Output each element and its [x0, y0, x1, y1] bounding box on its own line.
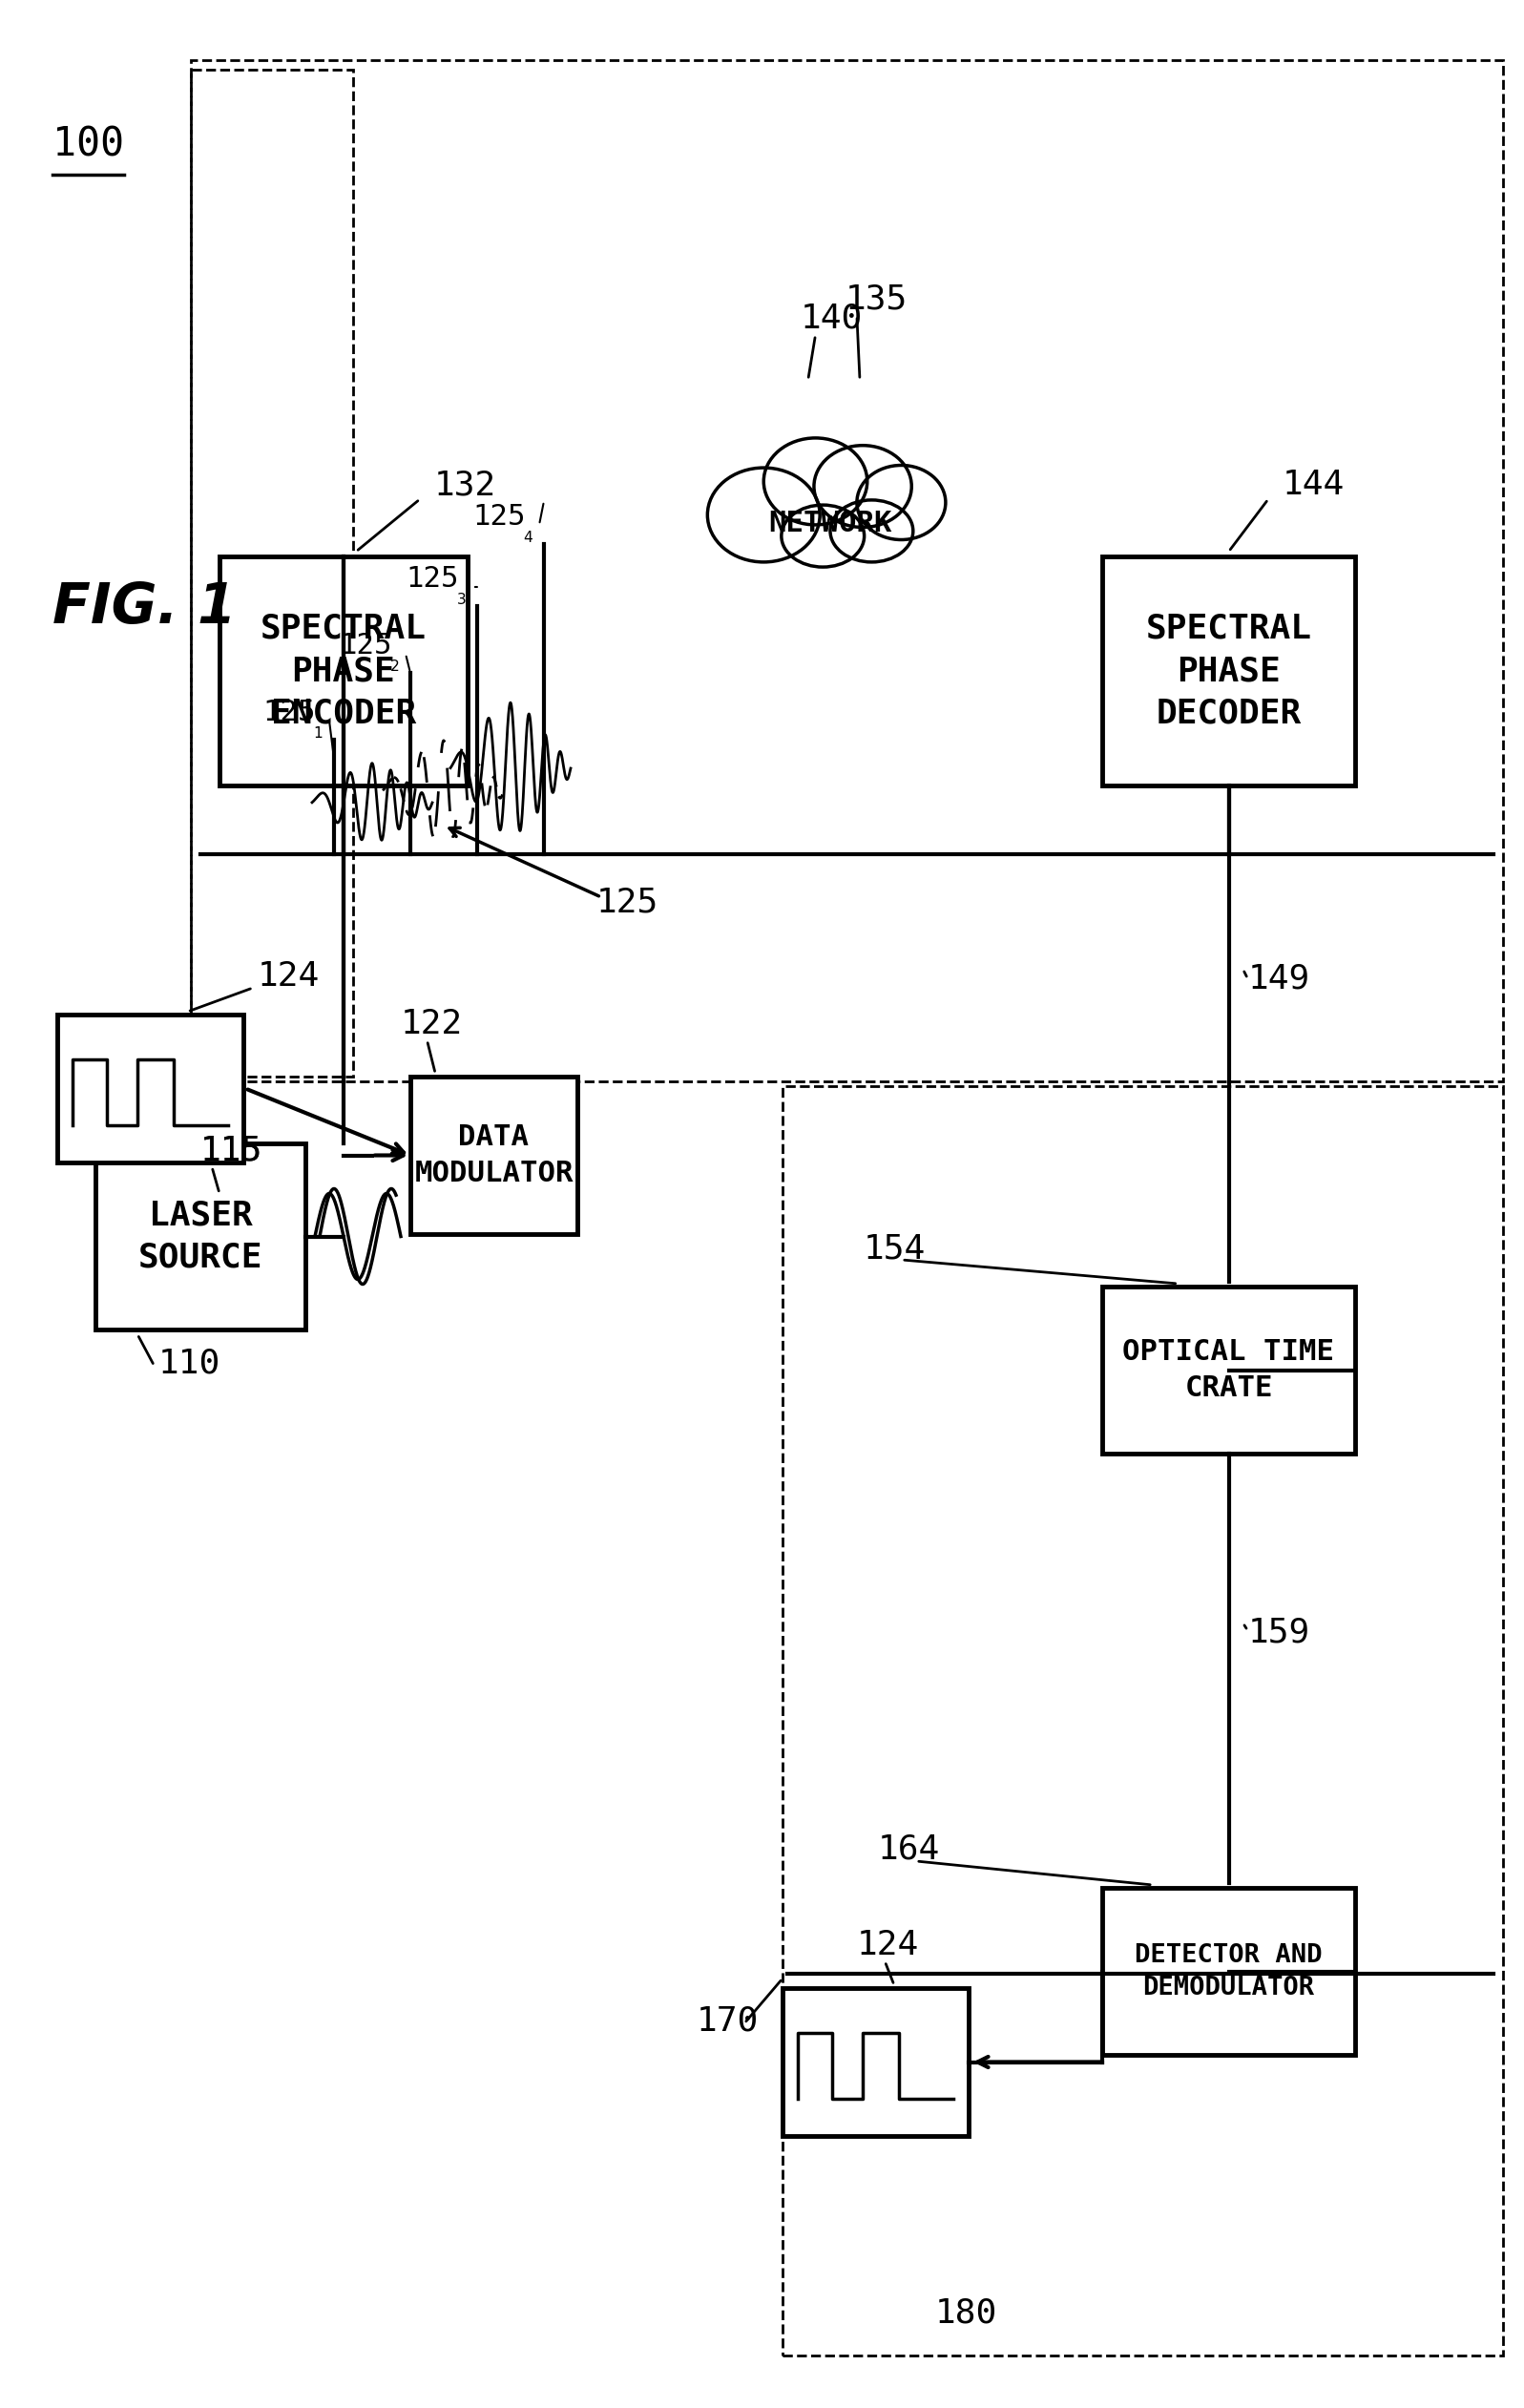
Ellipse shape [831, 501, 913, 561]
Text: $_3$: $_3$ [456, 588, 466, 607]
Text: LASER
SOURCE: LASER SOURCE [139, 1199, 262, 1274]
Text: FIG. 1: FIG. 1 [52, 580, 236, 636]
Text: SPECTRAL
PHASE
ENCODER: SPECTRAL PHASE ENCODER [261, 612, 427, 730]
Text: 170: 170 [696, 2006, 759, 2037]
Text: 100: 100 [52, 125, 123, 164]
Bar [190, 60, 1503, 1081]
Ellipse shape [764, 438, 867, 525]
Text: 144: 144 [1283, 470, 1344, 501]
Bar [1102, 556, 1355, 785]
Bar [410, 1076, 578, 1233]
Ellipse shape [814, 445, 911, 527]
Text: $_2$: $_2$ [389, 655, 399, 674]
Text: 125: 125 [405, 566, 459, 592]
Text: 125: 125 [262, 698, 315, 727]
Bar [1102, 1888, 1355, 2054]
Bar [58, 1014, 244, 1163]
Text: OPTICAL TIME
CRATE: OPTICAL TIME CRATE [1123, 1339, 1335, 1401]
Text: 159: 159 [1248, 1616, 1311, 1649]
Text: 124: 124 [258, 961, 320, 992]
Text: 110: 110 [158, 1346, 221, 1380]
Text: 140: 140 [800, 301, 863, 335]
Bar [96, 1144, 305, 1329]
Bar [782, 1086, 1503, 2355]
Text: 135: 135 [844, 282, 907, 315]
Bar [1102, 1286, 1355, 1454]
Ellipse shape [856, 465, 945, 539]
Text: 125: 125 [596, 886, 658, 917]
Text: 149: 149 [1248, 963, 1311, 995]
Text: DATA
MODULATOR: DATA MODULATOR [415, 1122, 573, 1187]
Ellipse shape [707, 467, 820, 561]
Ellipse shape [782, 506, 864, 566]
Text: $_4$: $_4$ [523, 527, 533, 544]
Bar [190, 70, 354, 1076]
Bar [782, 1989, 969, 2136]
Text: 180: 180 [936, 2297, 998, 2329]
Text: 125: 125 [338, 631, 392, 660]
Text: NETWORK: NETWORK [768, 508, 892, 537]
Text: 125: 125 [472, 503, 526, 530]
Text: SPECTRAL
PHASE
DECODER: SPECTRAL PHASE DECODER [1146, 612, 1312, 730]
Text: 115: 115 [200, 1134, 262, 1168]
Text: 132: 132 [434, 470, 497, 501]
Text: DETECTOR AND
DEMODULATOR: DETECTOR AND DEMODULATOR [1135, 1943, 1323, 2001]
Text: 124: 124 [856, 1929, 919, 1963]
Text: 154: 154 [864, 1233, 927, 1264]
Text: 122: 122 [401, 1009, 463, 1040]
Text: 164: 164 [878, 1832, 940, 1866]
Bar [219, 556, 468, 785]
Text: $_1$: $_1$ [312, 722, 323, 742]
Text: 115: 115 [200, 1134, 262, 1168]
